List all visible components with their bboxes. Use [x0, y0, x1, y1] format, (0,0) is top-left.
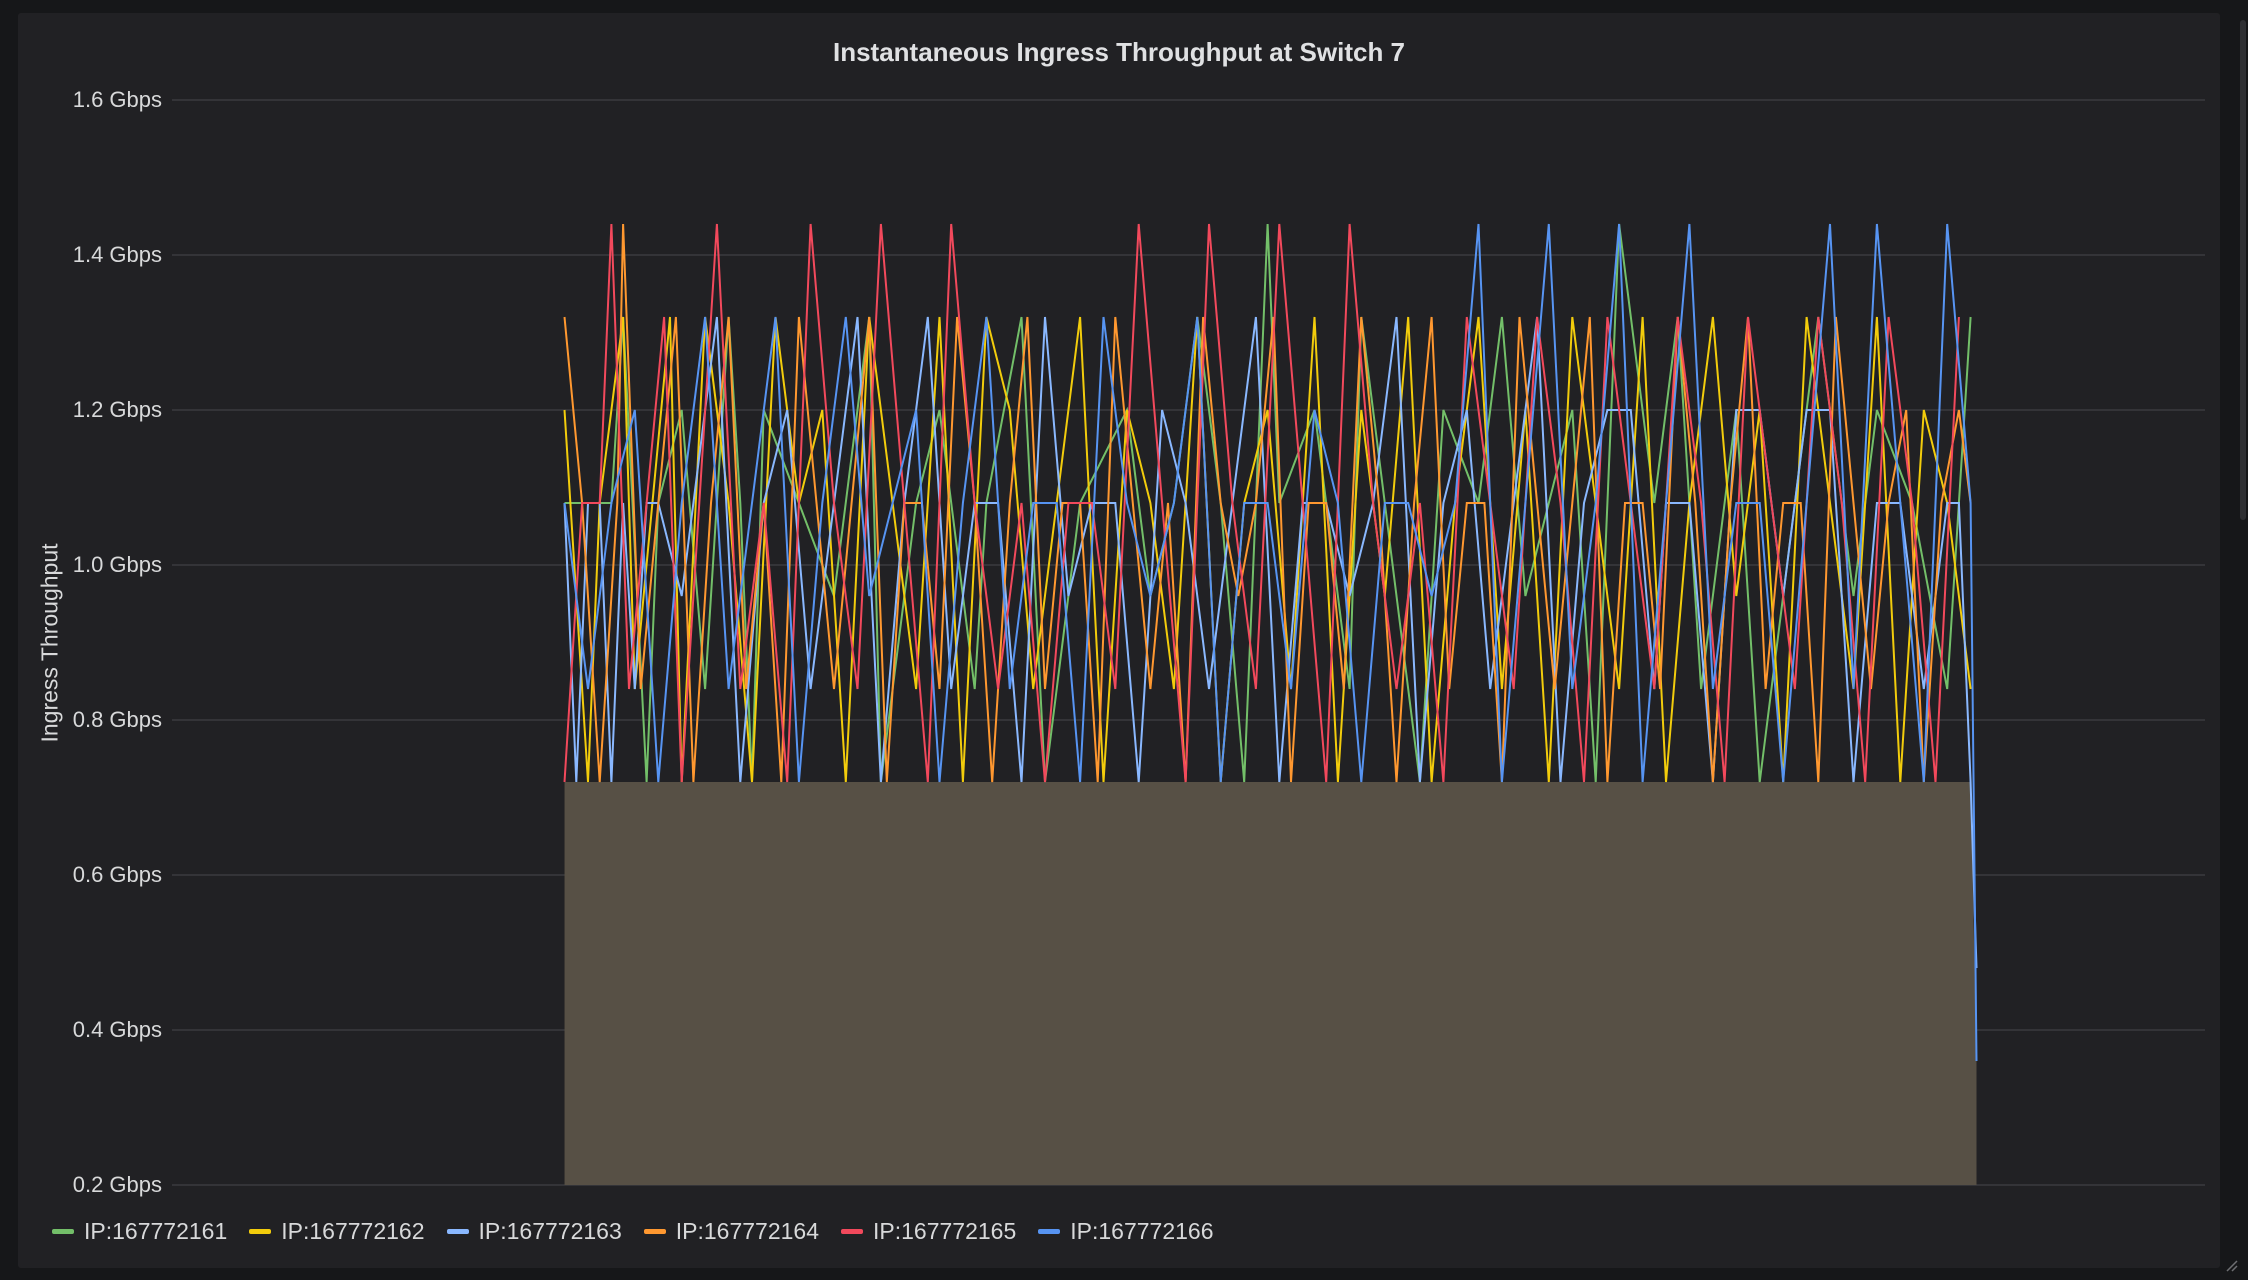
series-line-ip167772162[interactable]	[563, 316, 1972, 783]
legend-swatch	[52, 1229, 74, 1234]
y-tick-label: 0.4 Gbps	[73, 1017, 162, 1042]
y-tick-label: 1.4 Gbps	[73, 242, 162, 267]
legend-swatch	[1038, 1229, 1061, 1234]
y-tick-label: 1.2 Gbps	[73, 397, 162, 422]
chart-title: Instantaneous Ingress Throughput at Swit…	[832, 37, 1406, 67]
legend: IP:167772161 IP:167772162 IP:167772163 I…	[52, 1218, 1214, 1245]
legend-item[interactable]: IP:167772164	[643, 1218, 819, 1245]
y-tick-label: 0.6 Gbps	[73, 862, 162, 887]
legend-label: IP:167772163	[478, 1218, 622, 1244]
y-tick-label: 1.0 Gbps	[73, 552, 162, 577]
resize-handle-icon[interactable]	[2224, 1258, 2238, 1272]
legend-item[interactable]: IP:167772166	[1038, 1218, 1214, 1245]
series-line-ip167772166[interactable]	[563, 223, 1978, 1062]
legend-swatch	[249, 1229, 272, 1234]
legend-item[interactable]: IP:167772162	[249, 1218, 425, 1245]
legend-swatch	[446, 1229, 469, 1234]
y-axis-ticks: 0.2 Gbps 0.4 Gbps 0.6 Gbps 0.8 Gbps 1.0 Gbps…	[73, 87, 162, 1197]
series-line-ip167772165[interactable]	[563, 223, 1960, 783]
legend-label: IP:167772161	[84, 1218, 228, 1244]
scrollbar[interactable]	[2240, 20, 2246, 520]
legend-item[interactable]: IP:167772163	[446, 1218, 622, 1245]
legend-item[interactable]: IP:167772165	[841, 1218, 1016, 1245]
series-lines	[563, 223, 1978, 1062]
y-tick-label: 0.2 Gbps	[73, 1172, 162, 1197]
area-fill-region	[564, 782, 1977, 1185]
series-line-ip167772164[interactable]	[563, 223, 1972, 783]
legend-label: IP:167772162	[281, 1218, 425, 1244]
y-tick-label: 1.6 Gbps	[73, 87, 162, 112]
y-tick-label: 0.8 Gbps	[73, 707, 162, 732]
legend-label: IP:167772164	[675, 1218, 819, 1244]
legend-label: IP:167772165	[873, 1218, 1017, 1244]
legend-swatch	[643, 1229, 666, 1234]
legend-item[interactable]: IP:167772161	[52, 1218, 227, 1245]
legend-swatch	[841, 1229, 863, 1234]
area-fill	[564, 782, 1977, 1185]
legend-label: IP:167772166	[1070, 1218, 1214, 1244]
